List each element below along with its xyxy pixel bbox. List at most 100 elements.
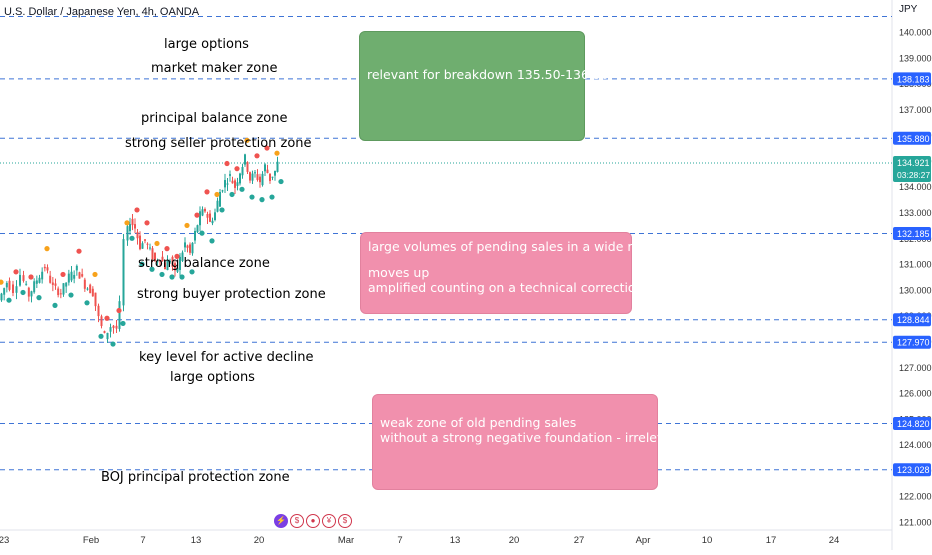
- signal-dot: [249, 194, 255, 200]
- flag-event-icon[interactable]: ●: [306, 514, 320, 528]
- signal-dot: [214, 191, 220, 198]
- y-tick-label: 121.000: [899, 518, 932, 528]
- signal-dot: [224, 160, 230, 167]
- candle-body: [144, 239, 146, 241]
- signal-dot: [164, 246, 170, 252]
- signal-dot: [209, 238, 215, 244]
- x-tick-label: 7: [140, 535, 145, 546]
- note-breakdown[interactable]: relevant for breakdown 135.50-136.50: [359, 31, 609, 141]
- signal-dot: [139, 261, 145, 267]
- candle-body: [194, 230, 196, 241]
- candle-body: [214, 212, 216, 221]
- signal-dot: [264, 145, 270, 151]
- dollar-event-icon-2[interactable]: $: [338, 514, 352, 528]
- candle-body: [156, 261, 159, 263]
- candle-body: [27, 287, 30, 297]
- candle-body: [231, 180, 234, 184]
- signal-dot: [120, 320, 126, 327]
- candle-body: [81, 274, 84, 277]
- candle-body: [12, 284, 14, 293]
- signal-dot: [244, 137, 250, 143]
- annotation-principal-balance-zone: principal balance zone: [141, 111, 288, 126]
- candle-body: [30, 291, 33, 297]
- level-price-tag: [893, 72, 931, 86]
- candle-body: [216, 200, 219, 212]
- note-old-pending-sales-line-2: without a strong negative foundation - i…: [380, 430, 685, 445]
- candle-body: [106, 332, 109, 340]
- annotation-large-options-bottom: large options: [170, 370, 255, 385]
- candle-body: [206, 214, 209, 218]
- x-tick-label: 13: [450, 535, 461, 546]
- yen-event-icon[interactable]: ¥: [322, 514, 336, 528]
- candle-body: [254, 172, 256, 174]
- signal-dot: [269, 194, 275, 200]
- y-tick-label: 122.000: [899, 492, 932, 502]
- annotation-strong-seller-protection-zone: strong seller protection zone: [125, 136, 312, 151]
- signal-dot: [234, 166, 240, 172]
- candle-body: [201, 209, 204, 216]
- note-pending-sales-line-1: large volumes of pending sales in a wide…: [368, 239, 664, 254]
- candle-body: [186, 245, 189, 248]
- signal-dot: [104, 315, 110, 321]
- candle-body: [226, 183, 229, 185]
- candle-body: [65, 282, 68, 287]
- candle-body: [204, 209, 206, 212]
- level-price-label: 132.185: [897, 229, 930, 239]
- signal-dot: [134, 207, 140, 213]
- dollar-event-icon[interactable]: $: [290, 514, 304, 528]
- note-pending-sales-line-2: moves up: [368, 265, 430, 280]
- signal-dot: [259, 197, 265, 203]
- symbol-title[interactable]: U.S. Dollar / Japanese Yen, 4h, OANDA: [4, 6, 200, 18]
- candle-body: [136, 232, 139, 239]
- event-icons[interactable]: ⚡ $ ● ¥ $: [274, 514, 352, 528]
- candle-body: [266, 169, 269, 173]
- signal-dot: [129, 235, 135, 241]
- candle-body: [251, 173, 254, 181]
- candle-body: [25, 283, 28, 285]
- candle-body: [176, 267, 179, 272]
- note-old-pending-sales[interactable]: weak zone of old pending sales without a…: [372, 394, 685, 490]
- candle-body: [224, 180, 226, 188]
- candle-body: [41, 271, 44, 280]
- y-tick-label: 139.000: [899, 53, 932, 63]
- candle-body: [181, 252, 184, 261]
- signal-dot: [154, 240, 160, 247]
- candle-body: [46, 267, 49, 271]
- candle-body: [97, 305, 100, 317]
- signal-dot: [219, 207, 225, 213]
- candle-body: [94, 292, 97, 307]
- note-pending-sales-spacer: [368, 254, 631, 265]
- level-price-tag: [893, 416, 931, 430]
- candle-body: [256, 174, 259, 180]
- y-tick-label: 140.000: [899, 28, 932, 38]
- candle-body: [159, 260, 161, 262]
- signal-dot: [229, 191, 235, 198]
- candle-body: [118, 301, 121, 329]
- x-tick-label: 17: [766, 535, 777, 546]
- x-tick-label: 27: [574, 535, 585, 546]
- note-pending-sales[interactable]: large volumes of pending sales in a wide…: [360, 232, 664, 314]
- x-tick-label: Feb: [83, 535, 99, 546]
- signal-dot: [149, 266, 155, 272]
- candle-body: [122, 239, 125, 306]
- last-price-label: 134.921: [897, 158, 930, 168]
- level-price-label: 127.970: [897, 338, 930, 348]
- candle-body: [164, 262, 166, 270]
- y-tick-label: 134.000: [899, 182, 932, 192]
- candle-body: [261, 173, 264, 186]
- candle-body: [139, 235, 141, 250]
- candle-body: [189, 244, 191, 253]
- note-breakdown-line: relevant for breakdown 135.50-136.50: [367, 67, 609, 82]
- candle-body: [129, 224, 131, 232]
- y-tick-label: 126.000: [899, 389, 932, 399]
- candle-body: [151, 248, 154, 260]
- candle-body: [62, 283, 65, 295]
- candle-body: [78, 272, 81, 279]
- candle-body: [274, 170, 276, 176]
- candle-body: [249, 172, 251, 181]
- signal-dot: [36, 295, 42, 301]
- candle-body: [199, 211, 201, 226]
- x-tick-label: 20: [509, 535, 520, 546]
- lightning-icon[interactable]: ⚡: [274, 514, 288, 528]
